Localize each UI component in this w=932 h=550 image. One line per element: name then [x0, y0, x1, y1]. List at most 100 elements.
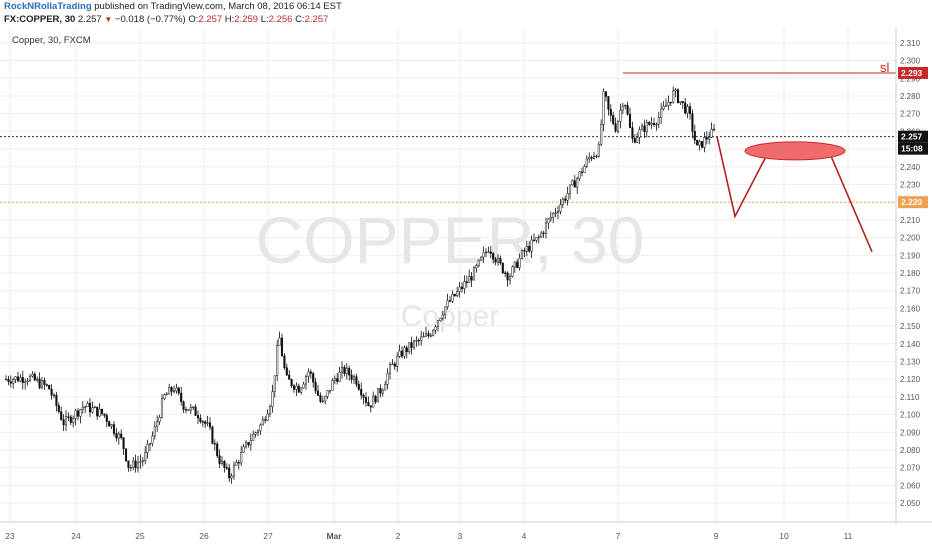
candle-body [273, 375, 276, 392]
candle-body [199, 417, 202, 422]
candle-body [67, 416, 70, 418]
candle-body [508, 276, 512, 281]
candle-body [345, 367, 348, 374]
watermark-subtext: Copper [401, 300, 499, 333]
candle-body [242, 446, 245, 453]
candle-body [62, 419, 65, 426]
price-chart[interactable]: COPPER, 30 Copper 2.3102.3002.2902.2802.… [0, 28, 932, 550]
candle-body [108, 421, 111, 427]
candle-body [115, 433, 118, 439]
candle-body [132, 460, 135, 468]
candle-body [568, 184, 572, 194]
candle-body [338, 371, 341, 382]
candle-body [566, 193, 569, 201]
candle-body [712, 128, 716, 131]
candle-body [427, 333, 430, 336]
candle-body [136, 462, 140, 469]
last-price: 2.257 [77, 14, 102, 25]
author-link[interactable]: RockNRollaTrading [4, 1, 92, 12]
candle-body [456, 291, 459, 297]
candle-body [542, 232, 545, 235]
candle-body [432, 330, 435, 336]
x-tick-label: 7 [616, 531, 621, 541]
candle-body [36, 378, 39, 381]
candle-body [429, 335, 432, 337]
candle-body [631, 127, 634, 139]
candle-body [672, 90, 675, 103]
y-tick-label: 2.120 [900, 375, 921, 384]
candle-body [172, 390, 176, 392]
candle-body [494, 258, 497, 263]
candle-body [400, 350, 404, 357]
candle-body [55, 394, 58, 406]
y-tick-label: 2.240 [900, 163, 921, 172]
candle-body [57, 405, 60, 412]
candle-body [396, 356, 399, 367]
candle-body [201, 421, 204, 423]
candle-body [415, 339, 418, 342]
candle-body [225, 467, 228, 469]
candle-body [333, 378, 336, 381]
candle-body [211, 426, 214, 444]
candle-body [540, 232, 543, 238]
support-price-badge [898, 196, 928, 209]
candle-body [146, 443, 149, 453]
candle-body [91, 407, 94, 413]
candle-body [158, 417, 161, 422]
candle-body [278, 337, 281, 346]
candle-body [86, 402, 89, 407]
candle-body [472, 267, 476, 281]
candle-body [436, 320, 440, 328]
time-badge-text: 15:08 [901, 144, 923, 154]
candle-body [681, 101, 684, 104]
candle-body [607, 96, 610, 110]
time-axis[interactable]: 23 24 25 26 27 Mar 2 3 4 7 9 10 11 [5, 531, 852, 541]
candle-body [340, 366, 344, 373]
candle-body [153, 426, 156, 437]
candle-body [537, 236, 540, 238]
y-tick-label: 2.270 [900, 110, 921, 119]
candle-body [580, 171, 584, 173]
candle-body [612, 115, 615, 125]
candle-body [268, 406, 272, 415]
candle-body [453, 293, 456, 297]
candle-body [655, 123, 658, 126]
candle-body [144, 452, 147, 461]
candle-body [460, 286, 464, 289]
candle-body [592, 155, 596, 159]
candle-body [348, 367, 351, 376]
candle-body [110, 424, 113, 427]
candle-body [480, 256, 483, 261]
candle-body [350, 374, 353, 380]
candle-body [127, 460, 130, 468]
candle-body [674, 89, 677, 92]
candle-body [117, 433, 120, 439]
candle-body [405, 347, 408, 353]
candle-body [357, 384, 360, 390]
candle-body [19, 377, 22, 382]
target-zone-ellipse [744, 141, 846, 161]
candle-body [163, 394, 166, 400]
candle-body [235, 462, 238, 466]
candle-body [362, 394, 365, 398]
y-tick-label: 2.110 [900, 393, 920, 402]
candle-body [261, 419, 264, 426]
candle-body [703, 137, 706, 148]
stop-loss-price-badge [898, 66, 928, 79]
candle-body [667, 101, 670, 106]
candle-body [139, 461, 142, 463]
candle-body [43, 380, 46, 385]
candle-body [391, 363, 394, 366]
candle-body [88, 402, 92, 413]
candle-body [556, 211, 560, 213]
candle-body [501, 262, 504, 274]
candle-body [156, 421, 159, 428]
y-tick-label: 2.210 [900, 216, 921, 225]
candle-body [544, 222, 548, 234]
x-tick-label: 25 [135, 531, 145, 541]
candle-body [105, 415, 108, 422]
candle-body [676, 89, 680, 103]
candle-body [506, 272, 509, 281]
candle-body [7, 378, 10, 382]
candle-body [266, 413, 269, 421]
